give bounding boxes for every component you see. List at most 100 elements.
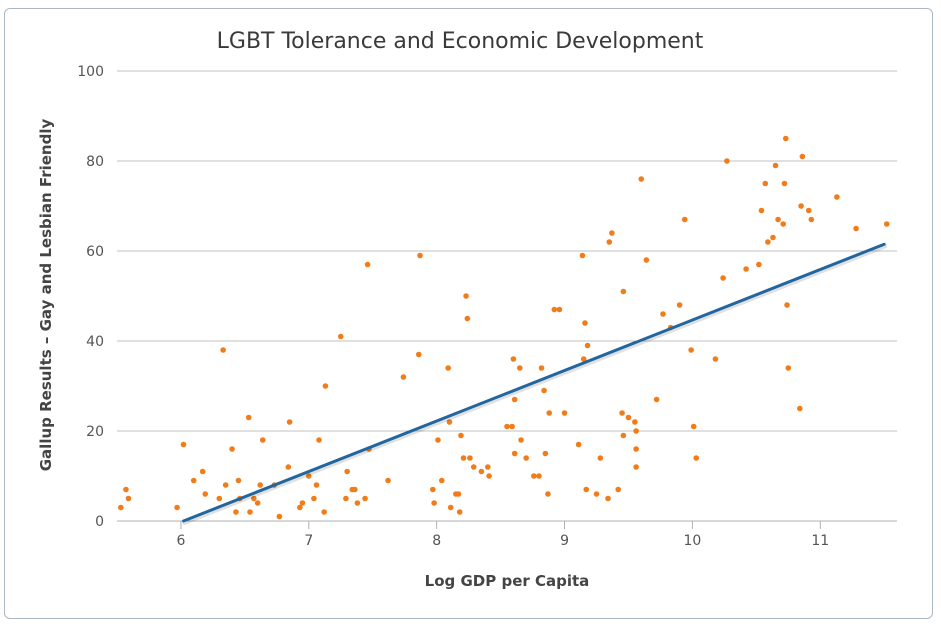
data-point[interactable]: [470, 464, 477, 470]
data-point[interactable]: [344, 468, 350, 475]
data-point[interactable]: [516, 365, 523, 371]
data-point[interactable]: [805, 207, 812, 214]
data-point[interactable]: [523, 455, 529, 461]
data-point[interactable]: [536, 473, 542, 479]
data-point[interactable]: [190, 477, 197, 484]
data-point[interactable]: [510, 356, 517, 362]
data-point[interactable]: [385, 477, 391, 484]
data-point[interactable]: [311, 495, 317, 502]
data-point[interactable]: [834, 194, 840, 200]
data-point[interactable]: [542, 450, 549, 457]
data-point[interactable]: [123, 486, 129, 493]
data-point[interactable]: [343, 495, 349, 502]
data-point[interactable]: [286, 419, 293, 425]
data-point[interactable]: [781, 180, 788, 187]
data-point[interactable]: [643, 257, 650, 263]
data-point[interactable]: [431, 500, 437, 506]
data-point[interactable]: [808, 216, 815, 223]
data-point[interactable]: [259, 437, 266, 443]
data-point[interactable]: [321, 509, 327, 515]
data-point[interactable]: [438, 477, 445, 484]
data-point[interactable]: [202, 491, 209, 497]
data-point[interactable]: [222, 482, 229, 488]
data-point[interactable]: [518, 437, 524, 443]
data-point[interactable]: [545, 491, 551, 497]
data-point[interactable]: [797, 405, 803, 412]
data-point[interactable]: [676, 302, 683, 308]
data-point[interactable]: [313, 482, 320, 488]
data-point[interactable]: [464, 315, 471, 322]
data-point[interactable]: [364, 261, 371, 268]
data-point[interactable]: [798, 203, 804, 209]
data-point[interactable]: [118, 504, 124, 511]
data-point[interactable]: [625, 414, 632, 421]
data-point[interactable]: [463, 293, 469, 299]
data-point[interactable]: [609, 230, 615, 236]
data-point[interactable]: [400, 374, 407, 380]
data-point[interactable]: [417, 252, 423, 259]
data-point[interactable]: [447, 504, 454, 511]
data-point[interactable]: [756, 261, 762, 268]
data-point[interactable]: [575, 441, 582, 448]
data-point[interactable]: [467, 455, 473, 461]
data-point[interactable]: [247, 509, 253, 515]
data-point[interactable]: [551, 306, 558, 313]
data-point[interactable]: [233, 509, 239, 515]
data-point[interactable]: [276, 513, 283, 520]
data-point[interactable]: [435, 437, 441, 443]
data-point[interactable]: [762, 180, 769, 187]
data-point[interactable]: [216, 495, 223, 502]
data-point[interactable]: [775, 216, 781, 223]
data-point[interactable]: [770, 234, 776, 241]
data-point[interactable]: [446, 419, 453, 425]
data-point[interactable]: [511, 396, 518, 403]
data-point[interactable]: [541, 387, 547, 394]
data-point[interactable]: [455, 491, 462, 497]
data-point[interactable]: [504, 423, 510, 430]
data-point[interactable]: [633, 428, 639, 434]
data-point[interactable]: [180, 441, 187, 448]
data-point[interactable]: [620, 288, 627, 295]
data-point[interactable]: [782, 135, 789, 142]
data-point[interactable]: [772, 162, 779, 169]
trendline[interactable]: [181, 242, 886, 523]
data-point[interactable]: [743, 266, 749, 272]
data-point[interactable]: [582, 320, 588, 326]
data-point[interactable]: [620, 432, 627, 439]
data-point[interactable]: [235, 477, 242, 484]
data-point[interactable]: [633, 464, 639, 470]
data-point[interactable]: [606, 239, 613, 245]
data-point[interactable]: [174, 504, 180, 511]
data-point[interactable]: [316, 437, 322, 443]
data-point[interactable]: [456, 509, 463, 515]
data-point[interactable]: [306, 473, 312, 479]
data-point[interactable]: [724, 158, 730, 164]
data-point[interactable]: [681, 216, 688, 223]
data-point[interactable]: [615, 486, 622, 493]
data-point[interactable]: [784, 302, 790, 308]
data-point[interactable]: [633, 446, 639, 452]
data-point[interactable]: [593, 491, 600, 497]
data-point[interactable]: [583, 486, 590, 493]
data-point[interactable]: [125, 495, 132, 502]
data-point[interactable]: [580, 356, 587, 362]
data-point[interactable]: [632, 419, 638, 425]
data-point[interactable]: [653, 396, 660, 403]
data-point[interactable]: [619, 410, 625, 416]
data-point[interactable]: [531, 473, 537, 479]
data-point[interactable]: [556, 306, 563, 313]
data-point[interactable]: [458, 432, 464, 439]
data-point[interactable]: [362, 495, 368, 502]
data-point[interactable]: [690, 423, 697, 430]
data-point[interactable]: [297, 504, 303, 511]
data-point[interactable]: [257, 482, 264, 488]
data-point[interactable]: [485, 464, 491, 470]
data-point[interactable]: [660, 311, 666, 317]
data-point[interactable]: [445, 365, 451, 371]
data-point[interactable]: [254, 500, 261, 506]
data-point[interactable]: [511, 450, 518, 457]
data-point[interactable]: [883, 221, 890, 227]
data-point[interactable]: [584, 342, 591, 349]
data-point[interactable]: [561, 410, 568, 416]
data-point[interactable]: [299, 500, 306, 506]
